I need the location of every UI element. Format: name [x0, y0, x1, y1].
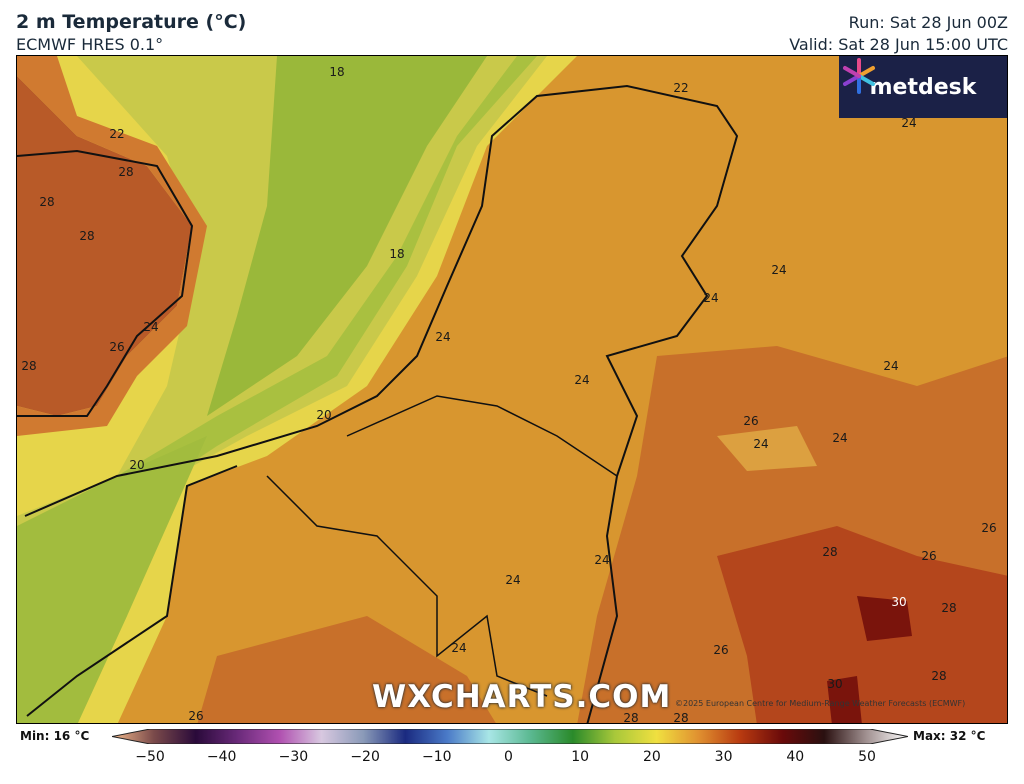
colorbar-tick-label: −30 [278, 749, 309, 765]
colorbar-tick-label: 50 [858, 749, 876, 765]
contour-label: 28 [21, 359, 37, 373]
contour-label: 28 [39, 195, 55, 209]
contour-label: 30 [891, 595, 907, 609]
contour-label: 22 [109, 127, 125, 141]
uk-land-28 [17, 76, 192, 416]
colorbar-tick-label: 40 [786, 749, 805, 765]
contour-label: 28 [931, 669, 947, 683]
contour-label: 24 [435, 330, 451, 344]
copyright: ©2025 European Centre for Medium-Range W… [675, 699, 966, 708]
contour-label: 28 [673, 711, 689, 724]
contour-label: 26 [981, 521, 997, 535]
contour-label: 24 [703, 291, 719, 305]
colorbar-tick-label: 20 [642, 749, 661, 765]
contour-label: 20 [316, 408, 332, 422]
contour-label: 22 [673, 81, 689, 95]
contour-label: 20 [129, 458, 145, 472]
contour-label: 18 [329, 65, 345, 79]
watermark: WXCHARTS.COM [372, 679, 672, 715]
colorbar-body [112, 729, 908, 744]
land-28-southeast [717, 526, 1007, 723]
contour-label: 24 [901, 116, 917, 130]
valid-time: Valid: Sat 28 Jun 15:00 UTC [789, 35, 1008, 54]
model-name: ECMWF HRES 0.1° [16, 35, 164, 54]
temperature-map: 18 18 20 20 22 22 28 28 28 28 24 26 24 2… [16, 55, 1008, 724]
contour-label: 28 [118, 165, 134, 179]
land-30-south [827, 676, 862, 723]
colorbar-tick-label: 30 [714, 749, 733, 765]
metdesk-logo: metdesk [839, 56, 1007, 118]
contour-label: 18 [389, 247, 405, 261]
min-label: Min: 16 °C [20, 729, 90, 743]
max-label: Max: 32 °C [913, 729, 986, 743]
contour-label: 26 [188, 709, 204, 723]
colorbar [112, 729, 908, 744]
sea-18-band [17, 56, 537, 723]
run-time: Run: Sat 28 Jun 00Z [848, 13, 1008, 32]
contour-label: 28 [822, 545, 838, 559]
uk-coastline [17, 149, 194, 417]
sea-18-core [207, 56, 487, 416]
chart-title: 2 m Temperature (°C) [16, 11, 247, 33]
contour-label: 28 [79, 229, 95, 243]
sea-19-band [17, 436, 207, 723]
contour-label: 26 [921, 549, 937, 563]
contour-label: 30 [827, 677, 843, 691]
contour-label: 24 [574, 373, 590, 387]
colorbar-tick-label: 10 [571, 749, 590, 765]
contour-label: 28 [623, 711, 639, 724]
contour-label: 26 [713, 643, 729, 657]
contour-label: 24 [883, 359, 899, 373]
colorbar-tick-label: −50 [135, 749, 165, 765]
french-coast [26, 465, 238, 717]
colorbar-tick-label: 0 [504, 749, 513, 765]
coastline [24, 84, 739, 723]
contour-label: 24 [451, 641, 467, 655]
contour-label: 24 [771, 263, 787, 277]
contour-label: 24 [594, 553, 610, 567]
colorbar-tick-label: −10 [422, 749, 452, 765]
colorbar-tick-label: −20 [350, 749, 380, 765]
contour-label: 24 [832, 431, 848, 445]
land-30-core [857, 596, 912, 641]
contour-label: 24 [753, 437, 769, 451]
contour-label: 24 [143, 320, 159, 334]
contour-label: 26 [743, 414, 759, 428]
pinwheel-icon [843, 58, 875, 94]
colorbar-tick-label: −40 [206, 749, 237, 765]
land-24-area [717, 426, 817, 471]
contour-label: 26 [109, 340, 125, 354]
uk-coast-band [17, 56, 207, 436]
border-be-fr [266, 475, 548, 697]
contour-label: 28 [941, 601, 957, 615]
border-nl-be [346, 395, 618, 477]
contour-label: 24 [505, 573, 521, 587]
land-26-south [197, 616, 496, 723]
map-fill [17, 56, 1007, 723]
logo-text: metdesk [869, 74, 977, 100]
